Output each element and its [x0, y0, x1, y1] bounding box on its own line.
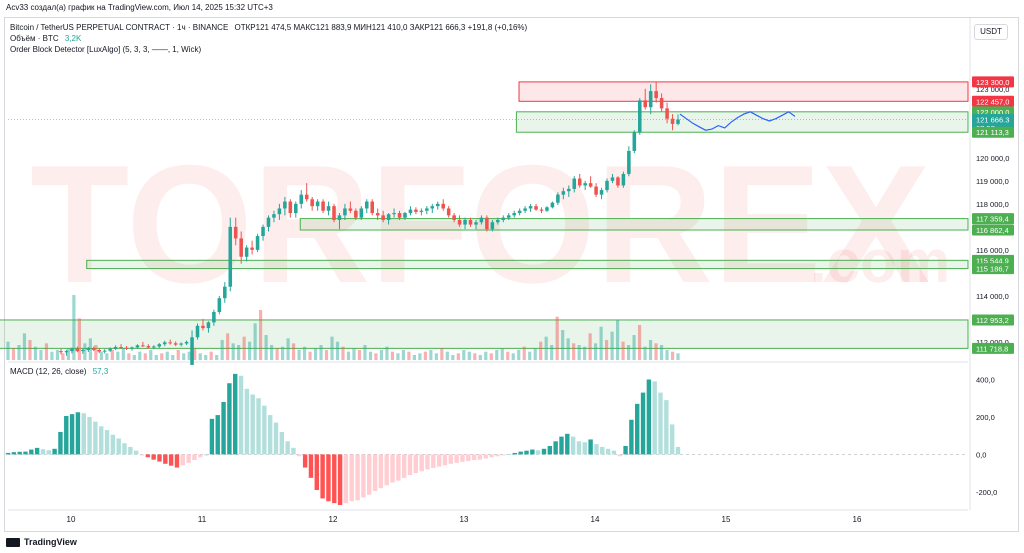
ohlc-values: ОТКР121 474,5 МАКС121 883,9 МИН121 410,0…	[234, 23, 528, 32]
volume-legend[interactable]: Объём · BTC 3,2K	[10, 34, 85, 43]
volume-value: 3,2K	[64, 34, 82, 43]
author-line: Acv33 создал(а) график на TradingView.co…	[6, 3, 273, 12]
chart-frame	[4, 17, 1019, 532]
macd-legend[interactable]: MACD (12, 26, close) 57,3	[10, 367, 112, 376]
currency-button[interactable]: USDT	[974, 24, 1008, 40]
tradingview-logo-icon	[6, 537, 20, 547]
macd-label: MACD (12, 26, close)	[10, 367, 87, 376]
symbol-title[interactable]: Bitcoin / TetherUS PERPETUAL CONTRACT · …	[10, 23, 229, 32]
macd-value: 57,3	[92, 367, 109, 376]
indicator-label: Order Block Detector [LuxAlgo] (5, 3, 3,…	[10, 45, 202, 54]
tradingview-footer[interactable]: TradingView	[6, 537, 77, 547]
volume-label: Объём · BTC	[10, 34, 59, 43]
symbol-legend[interactable]: Bitcoin / TetherUS PERPETUAL CONTRACT · …	[10, 23, 531, 32]
indicator-legend[interactable]: Order Block Detector [LuxAlgo] (5, 3, 3,…	[10, 45, 205, 54]
footer-brand: TradingView	[24, 537, 77, 547]
